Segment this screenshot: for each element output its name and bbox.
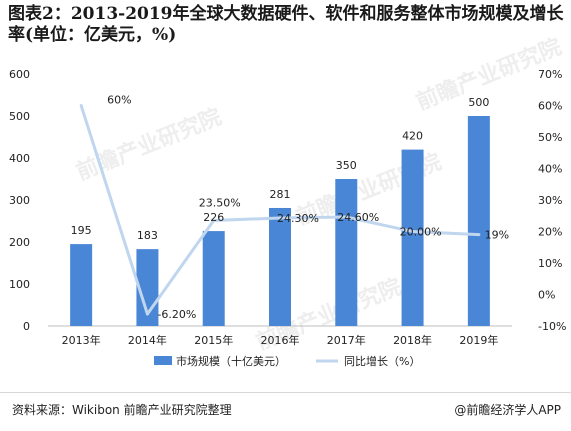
line-point <box>411 230 415 233</box>
bar-value-label: 195 <box>71 224 92 237</box>
y-left-tick-label: 400 <box>9 152 30 165</box>
y-left-tick-label: 0 <box>23 320 30 333</box>
bar <box>467 116 490 326</box>
x-tick-label: 2013年 <box>62 333 101 347</box>
line-point <box>477 233 481 237</box>
line-value-label: 60% <box>107 94 131 107</box>
line-point <box>79 104 83 107</box>
brand-credit: @前瞻经济学人APP <box>454 403 561 417</box>
bar-value-label: 500 <box>468 96 489 109</box>
line-value-label: 19% <box>485 229 509 242</box>
y-left-tick-label: 500 <box>9 110 30 123</box>
line-point <box>212 218 216 222</box>
y-right-tick-label: 60% <box>538 100 562 113</box>
legend-label-line: 同比增长（%） <box>344 354 420 368</box>
line-value-label: 23.50% <box>199 196 241 209</box>
bar-value-label: 420 <box>402 130 423 143</box>
legend-label-bars: 市场规模（十亿美元） <box>176 354 286 368</box>
footer: 资料来源：Wikibon 前瞻产业研究院整理 @前瞻经济学人APP <box>0 392 571 431</box>
bar-value-label: 350 <box>336 159 357 172</box>
bar <box>202 231 225 326</box>
y-left-tick-label: 600 <box>9 68 30 81</box>
line-point <box>344 215 348 219</box>
bar-value-label: 226 <box>203 211 224 224</box>
bar <box>269 207 291 326</box>
bar <box>401 149 424 326</box>
x-tick-label: 2019年 <box>459 333 498 347</box>
y-right-tick-label: -10% <box>538 320 566 333</box>
line-value-label: 24.30% <box>277 212 319 225</box>
x-tick-label: 2015年 <box>194 333 233 347</box>
x-tick-label: 2014年 <box>128 333 167 347</box>
line-point <box>278 216 282 220</box>
y-right-tick-label: 40% <box>538 163 562 176</box>
y-right-tick-label: 50% <box>538 131 562 144</box>
x-tick-label: 2017年 <box>327 333 366 347</box>
x-tick-label: 2018年 <box>393 333 432 347</box>
line-value-label: -6.20% <box>157 308 196 321</box>
line-value-label: 20.00% <box>400 226 442 239</box>
y-left-tick-label: 100 <box>9 278 30 291</box>
legend-swatch-bars <box>154 356 172 365</box>
y-right-tick-label: 20% <box>538 226 562 239</box>
y-left-tick-label: 300 <box>9 194 30 207</box>
line-value-label: 24.60% <box>337 211 379 224</box>
y-left-tick-label: 200 <box>9 236 30 249</box>
y-right-tick-label: 30% <box>538 194 562 207</box>
y-right-tick-label: 0% <box>538 289 555 302</box>
watermark: 前瞻产业研究院 <box>73 104 226 186</box>
bar-value-label: 183 <box>137 229 158 242</box>
source-note: 资料来源：Wikibon 前瞻产业研究院整理 <box>12 403 232 417</box>
bar-value-label: 281 <box>270 188 291 201</box>
y-right-tick-label: 70% <box>538 68 562 81</box>
y-right-tick-label: 10% <box>538 257 562 270</box>
bar <box>70 244 93 326</box>
bar <box>335 179 358 326</box>
chart-title: 图表2：2013-2019年全球大数据硬件、软件和服务整体市场规模及增长率(单位… <box>8 4 564 45</box>
x-tick-label: 2016年 <box>261 333 300 347</box>
line-point <box>145 312 149 316</box>
